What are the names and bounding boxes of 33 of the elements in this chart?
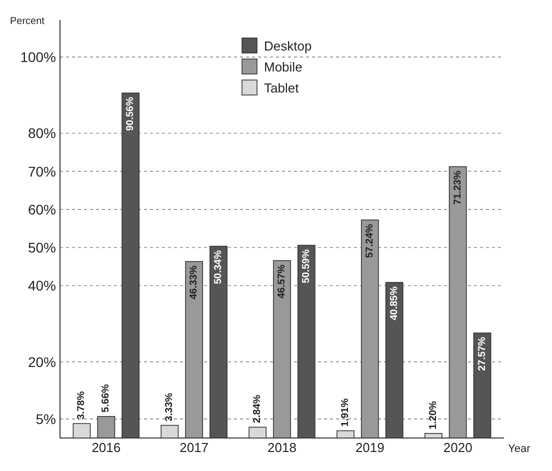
data-label: 71.23% — [452, 170, 464, 205]
y-tick-label: 100% — [20, 49, 56, 66]
data-label: 3.33% — [164, 392, 176, 422]
y-tick-label: 50% — [28, 240, 56, 256]
x-tick-label: 2018 — [268, 440, 296, 455]
y-axis-title: Percent — [10, 16, 45, 27]
y-tick-label: 60% — [28, 201, 56, 218]
legend-label: Mobile — [264, 60, 302, 74]
x-tick-label: 2016 — [92, 440, 121, 455]
data-label: 46.33% — [188, 265, 200, 300]
x-tick-label: 2019 — [355, 440, 384, 455]
x-tick-label: 2020 — [443, 440, 472, 455]
x-tick-label: 2017 — [180, 440, 209, 455]
y-tick-label: 80% — [28, 125, 56, 142]
data-label: 50.59% — [300, 249, 312, 284]
y-tick-label: 40% — [28, 278, 56, 294]
legend-label: Tablet — [264, 80, 300, 96]
data-label: 40.85% — [388, 286, 400, 320]
data-label: 90.56% — [125, 96, 136, 131]
legend-label: Desktop — [264, 38, 312, 54]
y-tick-label: 5% — [36, 410, 56, 427]
y-tick-label: 70% — [28, 163, 56, 180]
data-label: 1.20% — [428, 400, 439, 430]
data-label: 57.24% — [364, 224, 376, 258]
data-label: 3.78% — [76, 391, 88, 420]
data-label: 50.34% — [213, 250, 224, 284]
data-label: 5.66% — [100, 384, 112, 412]
x-axis-title: Year — [508, 443, 531, 455]
y-tick-label: 20% — [28, 354, 56, 370]
data-label: 27.57% — [476, 336, 488, 371]
data-label: 46.57% — [276, 264, 288, 299]
data-label: 1.91% — [340, 398, 351, 427]
data-label: 2.84% — [252, 394, 264, 424]
